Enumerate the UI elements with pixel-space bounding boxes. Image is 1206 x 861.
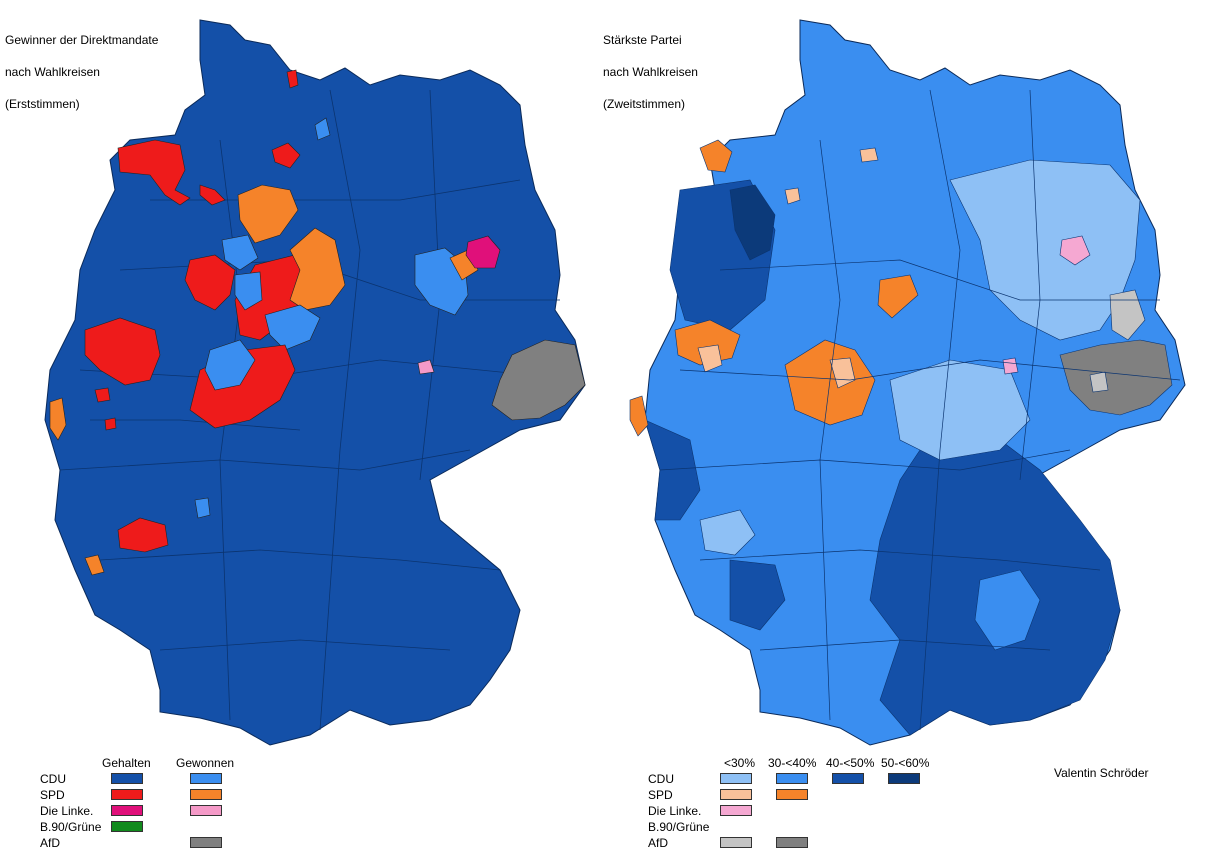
- right-legend-label-afd: AfD: [648, 836, 669, 850]
- right-legend-header-30-40: 30-<40%: [768, 756, 817, 770]
- spd-saarbruecken: [117, 517, 169, 553]
- afd-saxony: [491, 339, 586, 421]
- cdu-40-50-baden: [729, 559, 786, 631]
- right-swatch-spd-30-40: [776, 789, 808, 800]
- left-germany-map: [44, 19, 586, 746]
- spd-bremerhaven: [199, 184, 226, 206]
- left-legend-label-gruene: B.90/Grüne: [40, 820, 102, 834]
- cdu-lt30-hessen: [699, 509, 756, 556]
- right-map-shades: [629, 139, 1173, 736]
- afd-30-40-saxony: [1059, 339, 1173, 416]
- cdu-won-osnabrueck: [221, 234, 259, 271]
- left-legend-header-won: Gewonnen: [176, 756, 235, 770]
- spd-30-40-ruhr: [674, 319, 741, 366]
- linke-won-leipzig: [417, 359, 435, 375]
- afd-lt30-saxony: [1109, 289, 1146, 341]
- left-title-line-2: nach Wahlkreisen: [5, 65, 100, 79]
- left-swatch-linke-won: [190, 805, 222, 816]
- right-swatch-spd-lt30: [720, 789, 752, 800]
- left-swatch-spd-won: [190, 789, 222, 800]
- right-legend-label-cdu: CDU: [648, 772, 674, 786]
- spd-lt30-hamburg: [859, 147, 879, 163]
- afd-oldenburg: [237, 184, 299, 244]
- left-title-line-1: Gewinner der Direktmandate: [5, 33, 159, 47]
- right-swatch-linke-lt30: [720, 805, 752, 816]
- cdu-lt30-east: [949, 159, 1141, 341]
- cdu-won-muenster: [234, 271, 263, 311]
- afd-lt30-saxony-inner: [1089, 371, 1109, 393]
- right-swatch-afd-30-40: [776, 837, 808, 848]
- right-title-line-3: (Zweitstimmen): [603, 97, 686, 111]
- left-legend-label-linke: Die Linke.: [40, 804, 94, 818]
- right-title-line-1: Stärkste Partei: [603, 33, 682, 47]
- spd-lt30-bremen: [784, 187, 801, 205]
- linke-lt30-leipzig: [1002, 357, 1019, 375]
- left-legend-label-cdu: CDU: [40, 772, 66, 786]
- right-swatch-afd-lt30: [720, 837, 752, 848]
- right-map-district-lines: [659, 89, 1181, 731]
- spd-small-west-1: [94, 387, 111, 403]
- right-swatch-cdu-50-60: [888, 773, 920, 784]
- right-legend-header-50-60: 50-<60%: [881, 756, 930, 770]
- right-map-title: Stärkste Partei nach Wahlkreisen (Zweits…: [603, 16, 698, 128]
- cdu-30-40-bavaria-inner: [974, 569, 1041, 651]
- spd-hamburg-west: [271, 142, 301, 169]
- linke-berlin: [465, 235, 501, 269]
- right-legend-header-lt30: <30%: [724, 756, 756, 770]
- spd-lt30-ruhr: [697, 344, 723, 373]
- cdu-lt30-thuringia: [889, 359, 1031, 461]
- left-legend-label-afd: AfD: [40, 836, 61, 850]
- spd-30-40-hannover: [877, 274, 919, 319]
- left-map-title: Gewinner der Direktmandate nach Wahlkrei…: [5, 16, 158, 128]
- cdu-won-small-north: [314, 117, 331, 141]
- left-map-party-regions: [49, 69, 586, 576]
- spd-lt30-kassel-inner: [829, 357, 856, 389]
- spd-central: [184, 254, 236, 311]
- afd-braunschweig: [289, 227, 346, 311]
- spd-ruhr: [84, 317, 161, 386]
- spd-30-40-north-frisia: [699, 139, 733, 173]
- right-legend-label-linke: Die Linke.: [648, 804, 702, 818]
- cdu-won-goettingen: [264, 304, 321, 351]
- spd-north-frisia: [117, 139, 191, 206]
- left-swatch-gruene-held: [111, 821, 143, 832]
- spd-small-west-2: [104, 417, 117, 431]
- author-credit: Valentin Schröder: [1054, 766, 1149, 780]
- left-title-line-3: (Erststimmen): [5, 97, 80, 111]
- cdu-won-frankfurt-area: [194, 497, 211, 519]
- right-legend-label-gruene: B.90/Grüne: [648, 820, 710, 834]
- left-swatch-afd-won: [190, 837, 222, 848]
- right-swatch-cdu-40-50: [832, 773, 864, 784]
- left-swatch-linke-held: [111, 805, 143, 816]
- left-swatch-cdu-won: [190, 773, 222, 784]
- spd-30-40-aachen: [629, 395, 649, 437]
- left-legend-header-held: Gehalten: [102, 756, 151, 770]
- linke-lt30-berlin: [1059, 235, 1091, 266]
- afd-aachen: [49, 397, 67, 441]
- afd-saarland-small: [84, 554, 105, 576]
- right-germany-map: [629, 19, 1186, 746]
- left-legend-label-spd: SPD: [40, 788, 65, 802]
- left-swatch-spd-held: [111, 789, 143, 800]
- right-swatch-cdu-lt30: [720, 773, 752, 784]
- left-swatch-cdu-held: [111, 773, 143, 784]
- spd-north-small: [286, 69, 299, 89]
- cdu-50-60-emsland: [729, 184, 776, 261]
- right-legend-header-40-50: 40-<50%: [826, 756, 875, 770]
- cdu-won-hessen-north: [204, 339, 256, 391]
- right-legend-label-spd: SPD: [648, 788, 673, 802]
- right-title-line-2: nach Wahlkreisen: [603, 65, 698, 79]
- right-swatch-cdu-30-40: [776, 773, 808, 784]
